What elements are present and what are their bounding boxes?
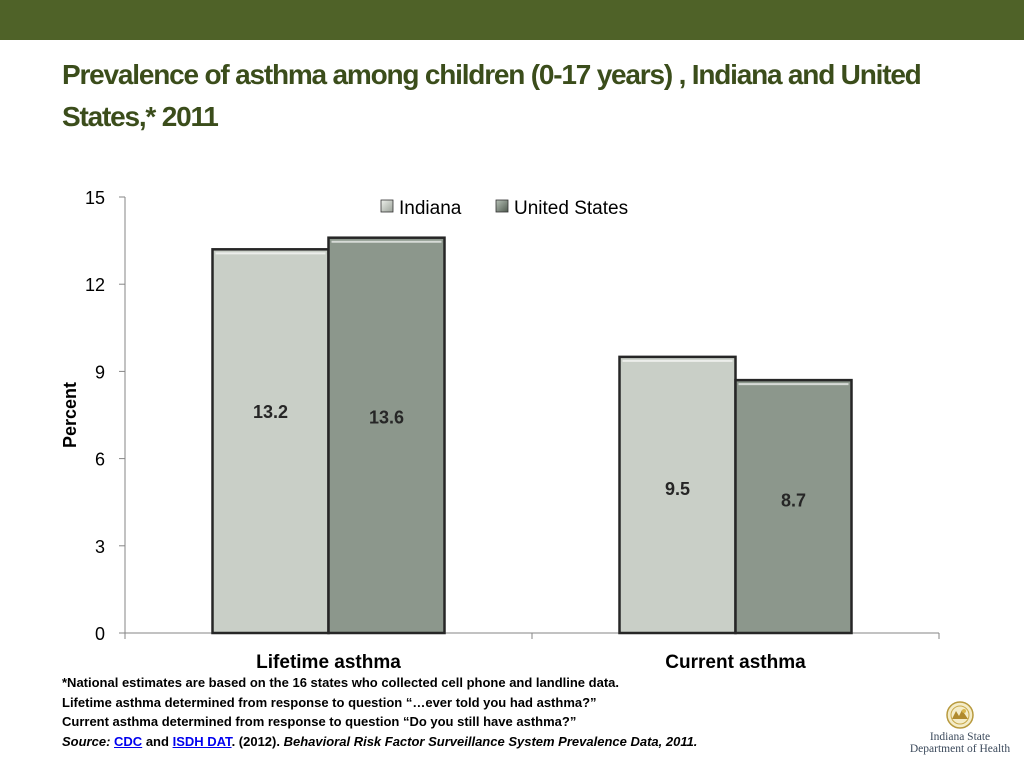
y-tick-label: 0 — [95, 624, 105, 644]
isdh-dat-link[interactable]: ISDH DAT — [172, 733, 232, 749]
y-tick-label: 12 — [85, 275, 105, 295]
category-labels: Lifetime asthma Current asthma — [256, 652, 806, 673]
bar-data-labels: 13.2 13.6 9.5 8.7 — [253, 402, 806, 510]
bar-united-states — [327, 236, 446, 635]
source-line: Source: CDC and ISDH DAT. (2012). Behavi… — [62, 732, 912, 752]
state-seal-icon — [946, 701, 974, 729]
logo-line-2: Department of Health — [909, 743, 1011, 755]
top-banner — [0, 0, 1024, 40]
footnote-current-definition: Current asthma determined from response … — [62, 714, 577, 729]
cdc-link[interactable]: CDC — [114, 733, 143, 749]
footnote-national-estimates: *National estimates are based on the 16 … — [62, 675, 619, 690]
source-title: Behavioral Risk Factor Surveillance Syst… — [283, 733, 698, 749]
bar-value-label: 13.6 — [369, 407, 404, 427]
legend-swatch-indiana — [380, 199, 394, 213]
source-label: Source: — [62, 733, 111, 749]
bar-united-states — [734, 378, 853, 635]
bar-chart: 0 3 6 9 12 15 13.2 13.6 9.5 8.7 Lifetime asthma C… — [60, 188, 940, 673]
isdh-logo-text: Indiana State Department of Health — [902, 731, 1018, 755]
y-axis-label: Percent — [60, 382, 80, 448]
y-tick-label: 15 — [85, 188, 105, 208]
footnotes: *National estimates are based on the 16 … — [62, 673, 912, 751]
bar-value-label: 13.2 — [253, 402, 288, 422]
bar-indiana — [618, 355, 737, 635]
bars — [211, 236, 853, 635]
chart-legend: Indiana United States — [380, 198, 628, 219]
isdh-logo — [946, 701, 974, 729]
category-label: Lifetime asthma — [256, 652, 401, 673]
y-ticks: 0 3 6 9 12 15 — [85, 188, 125, 644]
logo-line-1: Indiana State — [929, 731, 991, 743]
y-tick-label: 6 — [95, 450, 105, 470]
bar-value-label: 9.5 — [665, 479, 690, 499]
legend-swatch-united-states — [495, 199, 509, 213]
legend-label-indiana: Indiana — [399, 198, 462, 219]
source-and: and — [145, 733, 169, 749]
bar-value-label: 8.7 — [781, 491, 806, 511]
y-tick-label: 9 — [95, 362, 105, 382]
legend-label-united-states: United States — [514, 198, 628, 219]
source-year: . (2012). — [231, 733, 280, 749]
category-label: Current asthma — [665, 652, 806, 673]
slide-title: Prevalence of asthma among children (0-1… — [62, 59, 922, 132]
x-ticks — [124, 633, 940, 639]
bar-indiana — [211, 248, 330, 635]
y-tick-label: 3 — [95, 537, 105, 557]
footnote-lifetime-definition: Lifetime asthma determined from response… — [62, 694, 597, 710]
